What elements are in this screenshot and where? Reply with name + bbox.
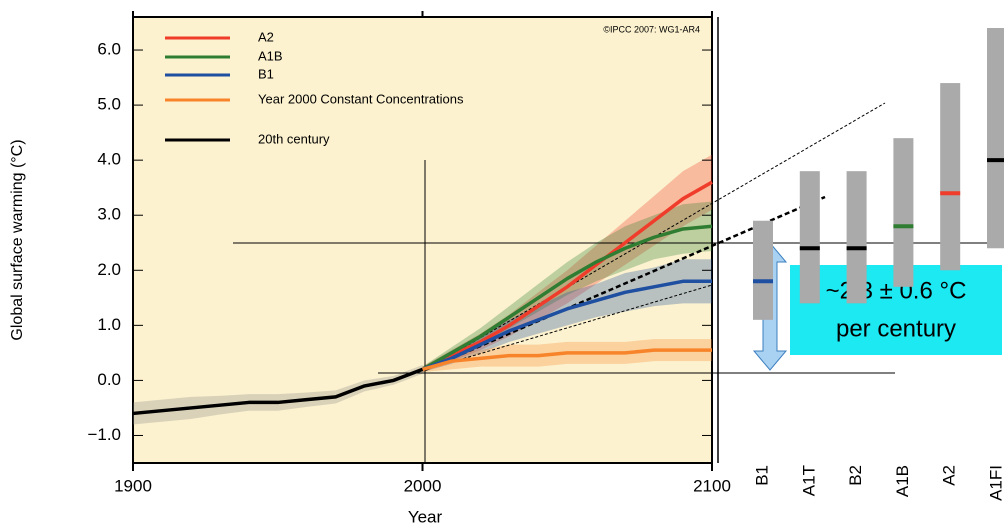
category-label: B2	[846, 465, 865, 486]
legend-label: B1	[258, 66, 274, 81]
category-label: A2	[940, 465, 959, 486]
x-axis-title: Year	[408, 507, 443, 526]
uncertainty-band	[422, 259, 712, 373]
y-tick-label: −1.0	[87, 425, 121, 444]
series-line	[422, 348, 712, 372]
callout-text: per century	[836, 315, 956, 342]
series-line	[421, 279, 712, 372]
range-bar	[940, 83, 961, 271]
uncertainty-band	[133, 364, 423, 425]
y-tick-label: 1.0	[97, 315, 121, 334]
series-line	[421, 224, 713, 371]
legend-label: A1B	[258, 48, 283, 63]
x-tick-label: 2100	[693, 476, 731, 495]
category-label: A1FI	[986, 465, 1004, 501]
y-axis-title: Global surface warming (°C)	[9, 139, 26, 340]
uncertainty-band	[422, 154, 712, 373]
lines	[132, 180, 713, 416]
legend-label: A2	[258, 29, 274, 44]
category-label: A1B	[893, 465, 912, 497]
legend-label: Year 2000 Constant Concentrations	[258, 91, 464, 106]
series-line	[421, 180, 713, 371]
range-bar	[799, 171, 820, 304]
credit: ©IPCC 2007: WG1-AR4	[603, 24, 700, 34]
y-tick-label: 0.0	[97, 370, 121, 389]
y-tick-label: 2.0	[97, 260, 121, 279]
x-tick-label: 1900	[114, 476, 152, 495]
range-bar	[893, 138, 914, 287]
plot-area	[132, 16, 713, 464]
range-bar	[846, 171, 867, 304]
y-tick-label: 6.0	[97, 40, 121, 59]
legend-label: 20th century	[258, 131, 330, 146]
y-tick-label: 4.0	[97, 150, 121, 169]
y-tick-label: 5.0	[97, 95, 121, 114]
series-line	[132, 367, 424, 416]
range-bar	[753, 220, 773, 320]
uncertainty-band	[422, 339, 712, 373]
y-tick-label: 3.0	[97, 205, 121, 224]
range-bar	[987, 28, 1004, 249]
category-label: A1T	[799, 465, 818, 496]
category-label: B1	[752, 465, 771, 486]
x-tick-label: 2000	[404, 476, 442, 495]
